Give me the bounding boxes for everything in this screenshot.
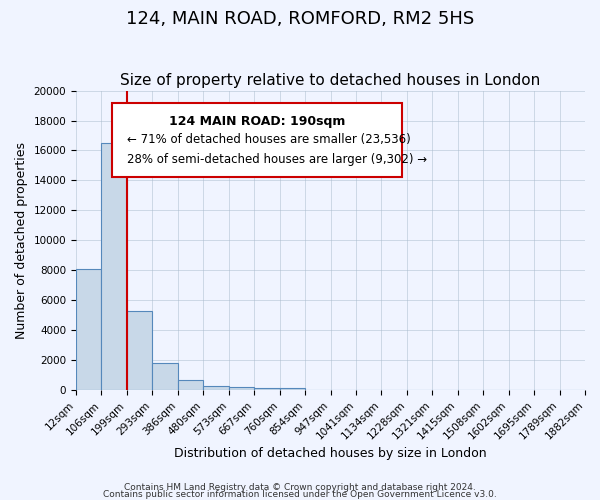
Bar <box>152 363 178 390</box>
Bar <box>280 388 305 390</box>
Text: 124 MAIN ROAD: 190sqm: 124 MAIN ROAD: 190sqm <box>169 114 345 128</box>
Bar <box>127 311 152 390</box>
X-axis label: Distribution of detached houses by size in London: Distribution of detached houses by size … <box>174 447 487 460</box>
Bar <box>254 388 280 390</box>
FancyBboxPatch shape <box>112 102 402 178</box>
Text: ← 71% of detached houses are smaller (23,536): ← 71% of detached houses are smaller (23… <box>127 132 410 145</box>
Bar <box>101 143 127 390</box>
Bar <box>178 380 203 390</box>
Bar <box>76 269 101 390</box>
Title: Size of property relative to detached houses in London: Size of property relative to detached ho… <box>121 73 541 88</box>
Text: Contains HM Land Registry data © Crown copyright and database right 2024.: Contains HM Land Registry data © Crown c… <box>124 484 476 492</box>
Text: 28% of semi-detached houses are larger (9,302) →: 28% of semi-detached houses are larger (… <box>127 154 427 166</box>
Bar <box>203 386 229 390</box>
Bar <box>229 387 254 390</box>
Text: 124, MAIN ROAD, ROMFORD, RM2 5HS: 124, MAIN ROAD, ROMFORD, RM2 5HS <box>126 10 474 28</box>
Text: Contains public sector information licensed under the Open Government Licence v3: Contains public sector information licen… <box>103 490 497 499</box>
Y-axis label: Number of detached properties: Number of detached properties <box>15 142 28 339</box>
